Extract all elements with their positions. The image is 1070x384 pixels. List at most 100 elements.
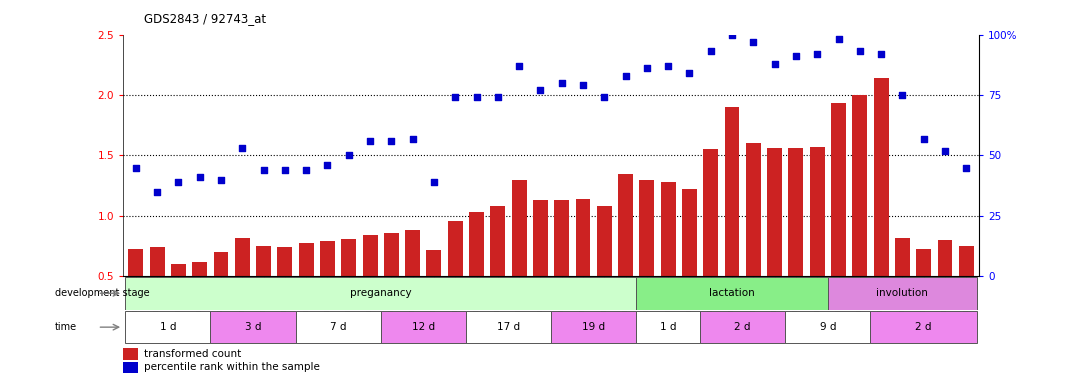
Bar xyxy=(871,311,977,343)
Bar xyxy=(767,148,782,276)
Bar xyxy=(618,174,633,276)
Bar xyxy=(937,240,952,276)
Text: development stage: development stage xyxy=(55,288,150,298)
Bar xyxy=(465,311,551,343)
Point xyxy=(936,147,953,154)
Point xyxy=(319,162,336,168)
Point xyxy=(553,80,570,86)
Point xyxy=(915,136,932,142)
Text: 19 d: 19 d xyxy=(582,322,606,332)
Bar xyxy=(256,246,271,276)
Bar xyxy=(637,311,700,343)
Bar xyxy=(123,348,138,359)
Bar xyxy=(381,311,465,343)
Point xyxy=(893,92,911,98)
Text: 7 d: 7 d xyxy=(330,322,347,332)
Bar xyxy=(469,212,484,276)
Bar xyxy=(554,200,569,276)
Point xyxy=(532,87,549,93)
Bar xyxy=(703,149,718,276)
Point xyxy=(489,94,506,101)
Bar xyxy=(895,238,910,276)
Text: 2 d: 2 d xyxy=(916,322,932,332)
Bar xyxy=(171,264,186,276)
Bar xyxy=(384,233,399,276)
Point xyxy=(233,145,250,151)
Bar xyxy=(193,262,208,276)
Bar xyxy=(125,277,637,310)
Bar xyxy=(125,311,211,343)
Text: 9 d: 9 d xyxy=(820,322,836,332)
Point xyxy=(958,164,975,170)
Point xyxy=(639,65,656,71)
Point xyxy=(872,51,889,57)
Bar xyxy=(700,311,785,343)
Text: 17 d: 17 d xyxy=(496,322,520,332)
Bar xyxy=(447,221,462,276)
Text: percentile rank within the sample: percentile rank within the sample xyxy=(144,362,320,372)
Bar xyxy=(214,252,229,276)
Bar xyxy=(831,103,846,276)
Bar xyxy=(640,180,655,276)
Point xyxy=(745,39,762,45)
Bar xyxy=(406,230,421,276)
Bar xyxy=(234,238,249,276)
Point xyxy=(213,177,230,183)
Text: 2 d: 2 d xyxy=(734,322,751,332)
Bar xyxy=(299,243,314,276)
Bar xyxy=(363,235,378,276)
Point xyxy=(340,152,357,159)
Bar xyxy=(746,143,761,276)
Point xyxy=(170,179,187,185)
Bar xyxy=(789,148,804,276)
Bar xyxy=(511,180,526,276)
Bar xyxy=(873,78,888,276)
Text: GDS2843 / 92743_at: GDS2843 / 92743_at xyxy=(144,12,266,25)
Bar xyxy=(533,200,548,276)
Bar xyxy=(341,239,356,276)
Point xyxy=(404,136,422,142)
Bar xyxy=(211,311,295,343)
Bar xyxy=(123,362,138,373)
Point xyxy=(426,179,443,185)
Point xyxy=(659,63,676,69)
Point xyxy=(723,31,740,38)
Point xyxy=(255,167,272,173)
Bar xyxy=(320,241,335,276)
Bar xyxy=(810,147,825,276)
Bar xyxy=(785,311,871,343)
Bar xyxy=(637,277,828,310)
Point xyxy=(830,36,847,43)
Bar xyxy=(597,206,612,276)
Bar xyxy=(576,199,591,276)
Bar xyxy=(660,182,675,276)
Text: 1 d: 1 d xyxy=(159,322,177,332)
Bar xyxy=(853,95,868,276)
Point xyxy=(446,94,463,101)
Bar xyxy=(682,189,697,276)
Text: lactation: lactation xyxy=(709,288,755,298)
Text: transformed count: transformed count xyxy=(144,349,242,359)
Bar xyxy=(150,247,165,276)
Point xyxy=(297,167,315,173)
Point xyxy=(510,63,528,69)
Text: 12 d: 12 d xyxy=(412,322,434,332)
Point xyxy=(702,48,719,55)
Point xyxy=(468,94,485,101)
Bar xyxy=(828,277,977,310)
Bar xyxy=(916,248,931,276)
Text: 3 d: 3 d xyxy=(245,322,261,332)
Bar xyxy=(128,248,143,276)
Text: time: time xyxy=(55,322,77,332)
Point xyxy=(788,53,805,60)
Bar xyxy=(295,311,381,343)
Bar xyxy=(551,311,637,343)
Point xyxy=(149,189,166,195)
Point xyxy=(681,70,698,76)
Point xyxy=(383,138,400,144)
Bar xyxy=(959,246,974,276)
Point xyxy=(809,51,826,57)
Bar xyxy=(490,206,505,276)
Point xyxy=(362,138,379,144)
Bar xyxy=(427,250,442,276)
